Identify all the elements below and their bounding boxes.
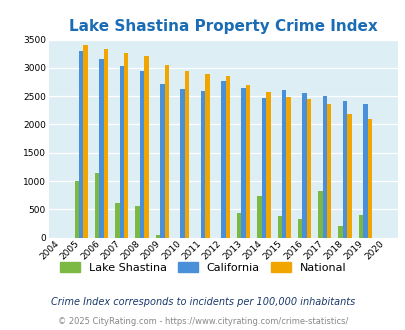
Bar <box>79 51 83 238</box>
Bar <box>346 114 351 238</box>
Bar <box>266 92 270 238</box>
Bar <box>83 45 87 238</box>
Bar <box>286 97 290 238</box>
Text: Crime Index corresponds to incidents per 100,000 inhabitants: Crime Index corresponds to incidents per… <box>51 297 354 307</box>
Bar <box>164 65 169 238</box>
Bar <box>135 206 139 238</box>
Bar <box>139 71 144 238</box>
Bar <box>160 84 164 238</box>
Bar <box>115 203 119 238</box>
Bar <box>124 53 128 238</box>
Bar <box>241 88 245 238</box>
Bar <box>144 56 148 238</box>
Bar <box>205 74 209 238</box>
Bar <box>322 96 326 238</box>
Bar <box>185 71 189 238</box>
Bar <box>104 49 108 238</box>
Bar <box>277 216 281 238</box>
Bar <box>237 213 241 238</box>
Bar <box>358 215 362 238</box>
Bar <box>225 76 229 238</box>
Bar <box>337 226 342 238</box>
Bar <box>281 90 286 238</box>
Bar <box>75 181 79 238</box>
Title: Lake Shastina Property Crime Index: Lake Shastina Property Crime Index <box>69 19 377 34</box>
Legend: Lake Shastina, California, National: Lake Shastina, California, National <box>55 258 350 278</box>
Bar <box>119 66 124 238</box>
Bar <box>220 82 225 238</box>
Bar <box>156 235 160 238</box>
Text: © 2025 CityRating.com - https://www.cityrating.com/crime-statistics/: © 2025 CityRating.com - https://www.city… <box>58 317 347 326</box>
Bar <box>200 91 205 238</box>
Bar <box>245 85 249 238</box>
Bar <box>306 99 311 238</box>
Bar <box>95 173 99 238</box>
Bar <box>302 93 306 238</box>
Bar <box>256 196 261 238</box>
Bar <box>317 191 322 238</box>
Bar <box>297 219 301 238</box>
Bar <box>261 98 266 238</box>
Bar <box>99 59 104 238</box>
Bar <box>367 119 371 238</box>
Bar <box>326 104 330 238</box>
Bar <box>362 104 367 238</box>
Bar <box>180 89 185 238</box>
Bar <box>342 101 347 238</box>
